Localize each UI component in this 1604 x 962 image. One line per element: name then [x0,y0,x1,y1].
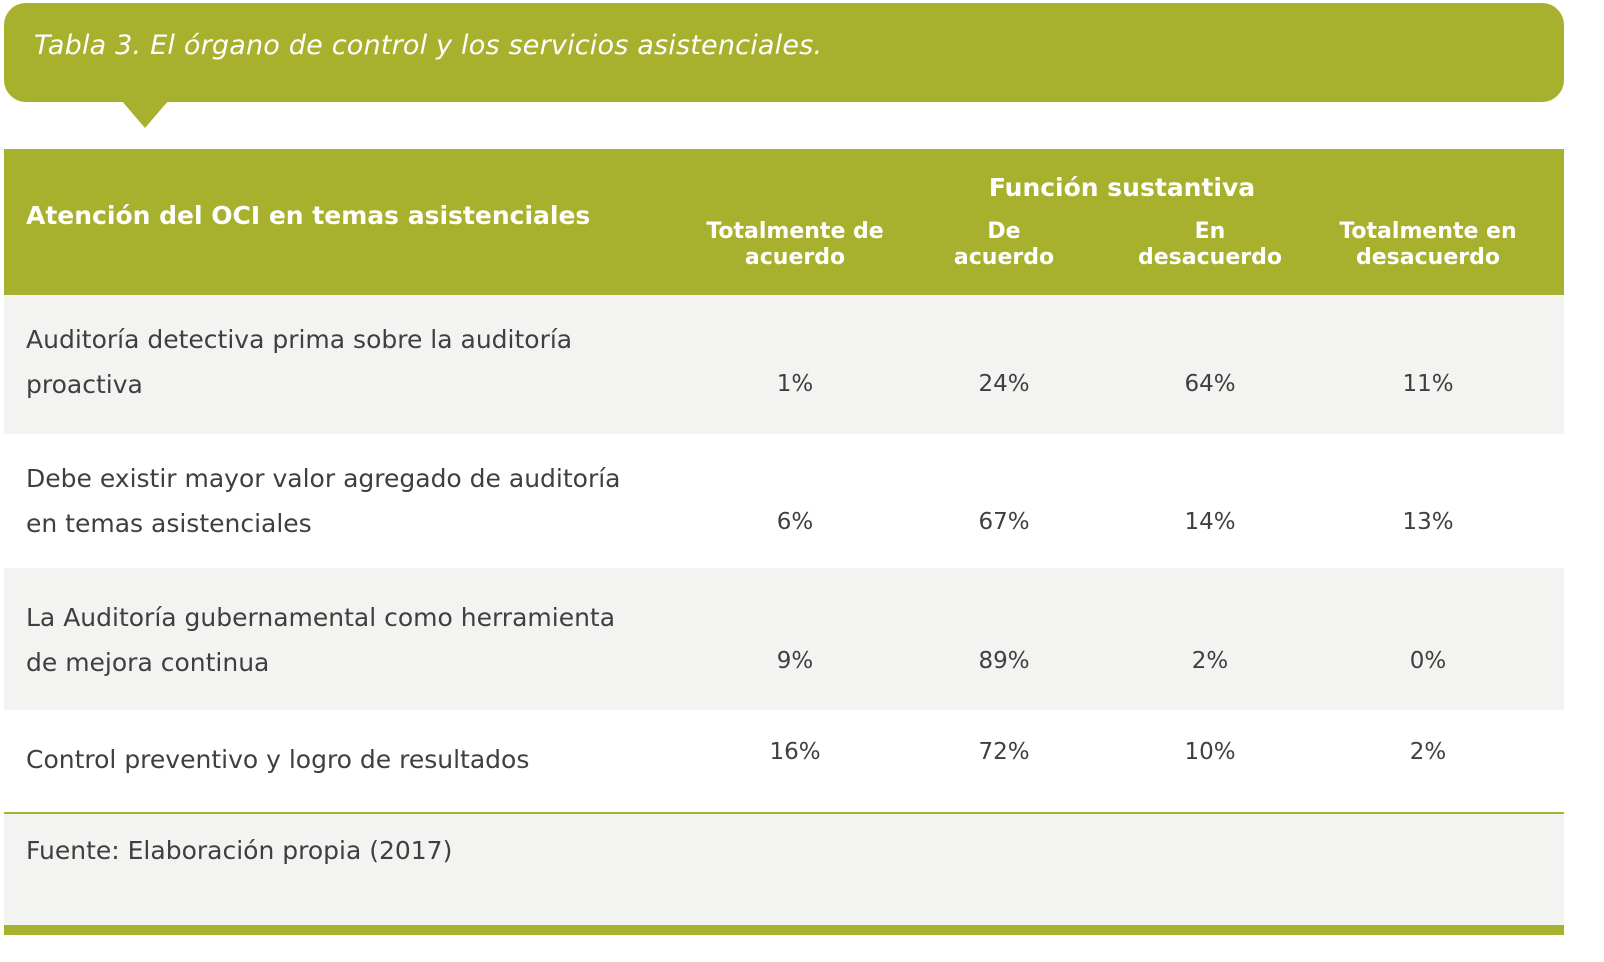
table-header: Atención del OCI en temas asistenciales … [4,149,1564,295]
header-first-column: Atención del OCI en temas asistenciales [26,201,591,230]
header-col-line: acuerdo [953,245,1055,270]
source-row: Fuente: Elaboración propia (2017) [4,814,1564,925]
header-col-line: desacuerdo [1138,245,1282,270]
header-group-label: Función sustantiva [988,173,1256,202]
row-label-line: Auditoría detectiva prima sobre la audit… [26,325,573,354]
data-table: Atención del OCI en temas asistenciales … [4,149,1564,935]
row-label-line: Debe existir mayor valor agregado de aud… [26,464,621,493]
source-note: Fuente: Elaboración propia (2017) [26,836,453,865]
header-col-line: acuerdo [744,245,846,270]
table-row: Auditoría detectiva prima sobre la audit… [4,295,1564,434]
row-label: Control preventivo y logro de resultados [26,737,646,782]
table-divider [4,812,1564,814]
cell-value: 2% [1409,739,1447,765]
table-caption: Tabla 3. El órgano de control y los serv… [34,30,823,61]
header-col-line: De [987,219,1021,244]
cell-value: 6% [776,509,814,535]
cell-value: 0% [1409,648,1447,674]
header-col-totalmente-de-acuerdo: Totalmente de acuerdo [685,219,905,271]
cell-value: 64% [1184,371,1236,397]
cell-value: 10% [1184,739,1236,765]
cell-value: 89% [978,648,1030,674]
table-row: La Auditoría gubernamental como herramie… [4,568,1564,710]
row-label-line: proactiva [26,370,143,399]
header-col-en-desacuerdo: En desacuerdo [1100,219,1320,271]
header-col-line: En [1194,219,1226,244]
table-row: Debe existir mayor valor agregado de aud… [4,434,1564,568]
cell-value: 72% [978,739,1030,765]
cell-value: 13% [1402,509,1454,535]
cell-value: 67% [978,509,1030,535]
table-row: Control preventivo y logro de resultados… [4,710,1564,812]
header-col-line: Totalmente en [1339,219,1517,244]
cell-value: 1% [776,371,814,397]
cell-value: 14% [1184,509,1236,535]
cell-value: 9% [776,648,814,674]
row-label-line: en temas asistenciales [26,509,312,538]
header-col-totalmente-en-desacuerdo: Totalmente en desacuerdo [1318,219,1538,271]
row-label: La Auditoría gubernamental como herramie… [26,595,646,685]
bottom-bar [4,925,1564,935]
row-label: Auditoría detectiva prima sobre la audit… [26,317,646,407]
cell-value: 2% [1191,648,1229,674]
header-col-de-acuerdo: De acuerdo [894,219,1114,271]
header-col-line: Totalmente de [706,219,884,244]
row-label-line: de mejora continua [26,648,270,677]
cell-value: 16% [769,739,821,765]
cell-value: 24% [978,371,1030,397]
header-col-line: desacuerdo [1356,245,1500,270]
cell-value: 11% [1402,371,1454,397]
row-label: Debe existir mayor valor agregado de aud… [26,456,646,546]
row-label-line: Control preventivo y logro de resultados [26,745,530,774]
caption-banner [4,3,1564,102]
caption-pointer [121,100,169,128]
row-label-line: La Auditoría gubernamental como herramie… [26,603,616,632]
